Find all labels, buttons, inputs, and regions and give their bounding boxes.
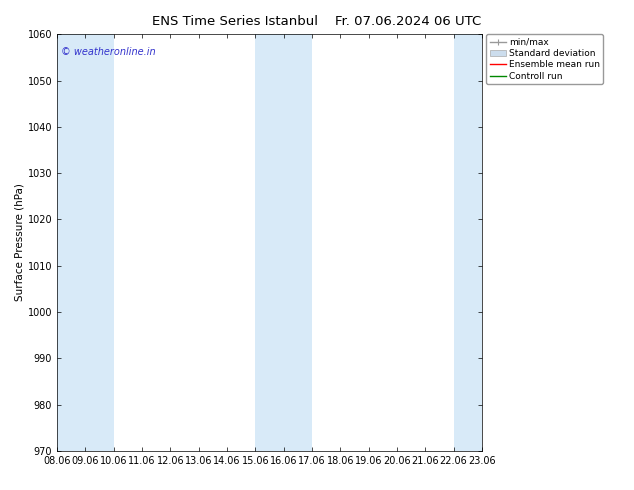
- Bar: [256, 34, 312, 451]
- Bar: [57, 34, 113, 451]
- Bar: [453, 34, 482, 451]
- Legend: min/max, Standard deviation, Ensemble mean run, Controll run: min/max, Standard deviation, Ensemble me…: [486, 34, 604, 84]
- Text: ENS Time Series Istanbul    Fr. 07.06.2024 06 UTC: ENS Time Series Istanbul Fr. 07.06.2024 …: [152, 15, 482, 28]
- Y-axis label: Surface Pressure (hPa): Surface Pressure (hPa): [15, 184, 25, 301]
- Text: © weatheronline.in: © weatheronline.in: [61, 47, 156, 57]
